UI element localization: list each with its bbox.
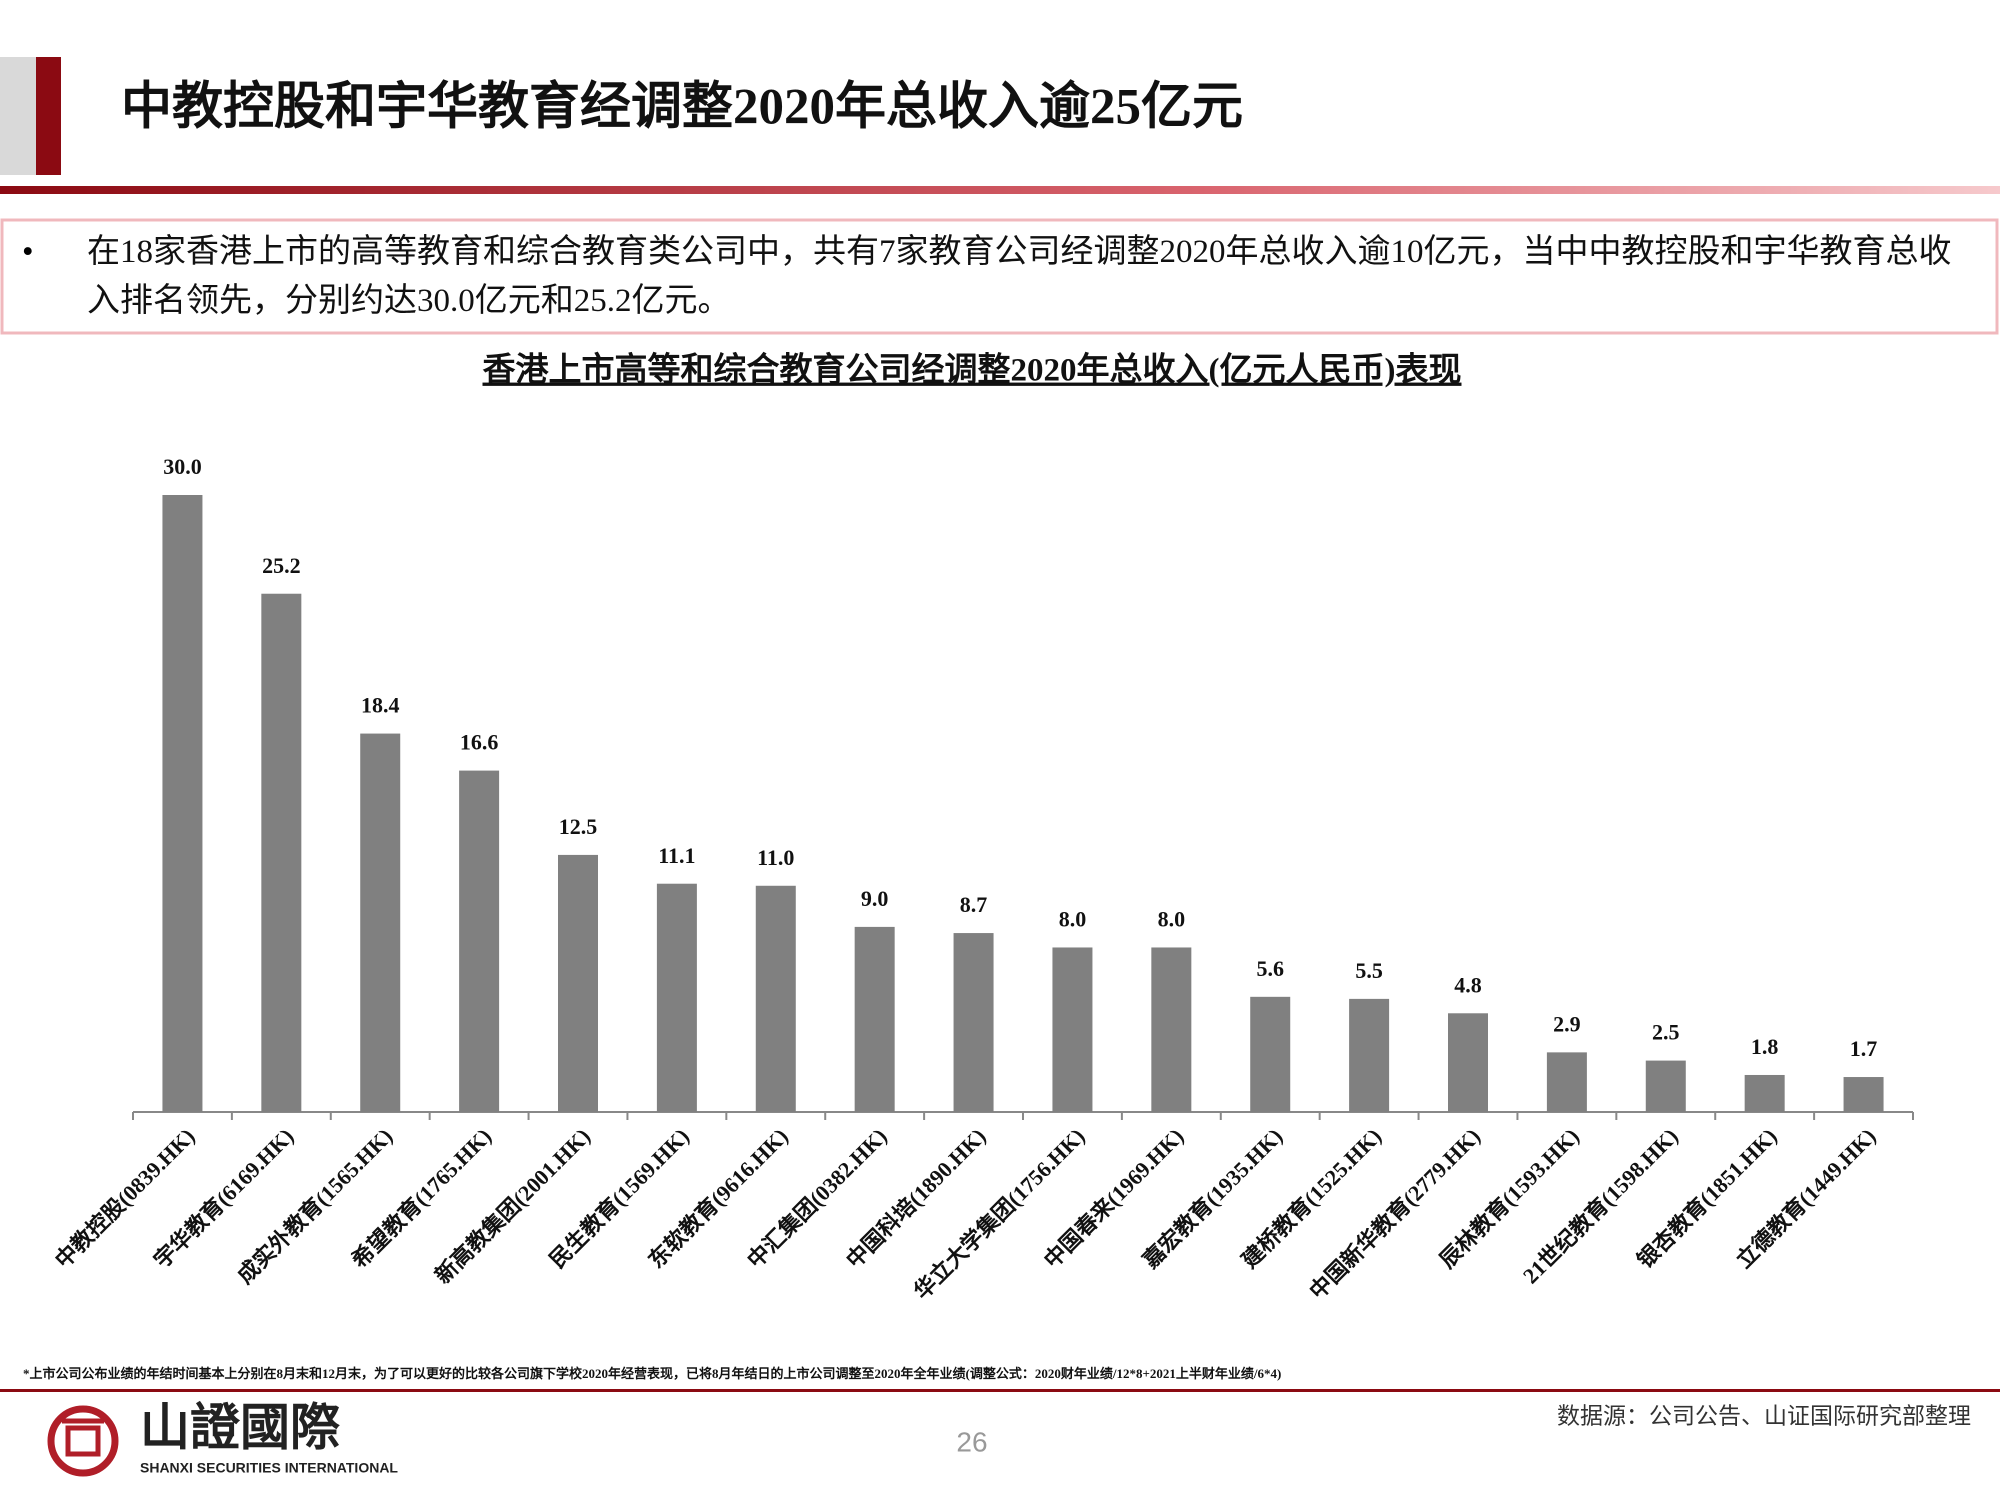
value-label: 8.7 — [960, 892, 988, 917]
value-label: 8.0 — [1059, 907, 1087, 932]
value-label: 4.8 — [1454, 972, 1482, 997]
logo-name: 山證國際 — [140, 1399, 340, 1457]
plot: 30.0中教控股(0839.HK)25.2宇华教育(6169.HK)18.4成实… — [50, 454, 1914, 1304]
source: 数据源：公司公告、山证国际研究部整理 — [1557, 1403, 1971, 1428]
logo-mark — [47, 1405, 119, 1477]
bar — [1645, 1060, 1686, 1112]
footnote: *上市公司公布业绩的年结时间基本上分别在8月末和12月末，为了可以更好的比较各公… — [23, 1366, 1281, 1381]
bar — [162, 495, 203, 1112]
bar — [1448, 1013, 1488, 1112]
bullet: • — [22, 234, 34, 270]
value-label: 1.8 — [1751, 1034, 1779, 1059]
bar — [1151, 947, 1192, 1112]
summary: 在18家香港上市的高等教育和综合教育类公司中，共有7家教育公司经调整2020年总… — [87, 234, 1952, 319]
value-label: 9.0 — [861, 886, 889, 911]
bar — [1250, 996, 1291, 1112]
value-label: 18.4 — [361, 693, 400, 718]
value-label: 25.2 — [262, 553, 301, 578]
bar — [1744, 1074, 1785, 1112]
value-label: 8.0 — [1158, 907, 1186, 932]
value-label: 1.7 — [1850, 1036, 1878, 1061]
x-tick-label: 华立大学集团(1756.HK) — [909, 1123, 1090, 1304]
bar — [261, 593, 302, 1112]
value-label: 30.0 — [163, 454, 202, 479]
bar — [1052, 947, 1093, 1112]
bar — [1843, 1077, 1884, 1112]
value-label: 11.0 — [757, 845, 794, 870]
page-number: 26 — [956, 1426, 987, 1457]
chart-title: 香港上市高等和综合教育公司经调整2020年总收入(亿元人民币)表现 — [483, 351, 1462, 389]
footer-rule — [0, 1389, 2000, 1392]
bar — [854, 926, 895, 1112]
bar — [558, 854, 598, 1112]
x-tick-label: 中国新华教育(2779.HK) — [1305, 1123, 1486, 1304]
value-label: 12.5 — [559, 814, 598, 839]
value-label: 2.9 — [1553, 1011, 1581, 1036]
value-label: 5.5 — [1355, 958, 1383, 983]
header-gray — [0, 57, 36, 175]
summary-box — [0, 218, 1999, 335]
bar — [1546, 1052, 1587, 1112]
value-label: 2.5 — [1652, 1020, 1680, 1045]
bar — [656, 883, 697, 1112]
bar — [953, 933, 994, 1112]
value-label: 16.6 — [460, 730, 499, 755]
bar — [360, 733, 401, 1112]
page-title: 中教控股和宇华教育经调整2020年总收入逾25亿元 — [121, 79, 1243, 136]
header-rule — [0, 186, 2000, 194]
header-red — [36, 57, 61, 175]
bar — [755, 885, 796, 1112]
logo-english: SHANXI SECURITIES INTERNATIONAL — [140, 1460, 398, 1476]
value-label: 5.6 — [1256, 956, 1284, 981]
bar — [1349, 998, 1390, 1112]
value-label: 11.1 — [658, 843, 695, 868]
bar — [459, 770, 500, 1112]
